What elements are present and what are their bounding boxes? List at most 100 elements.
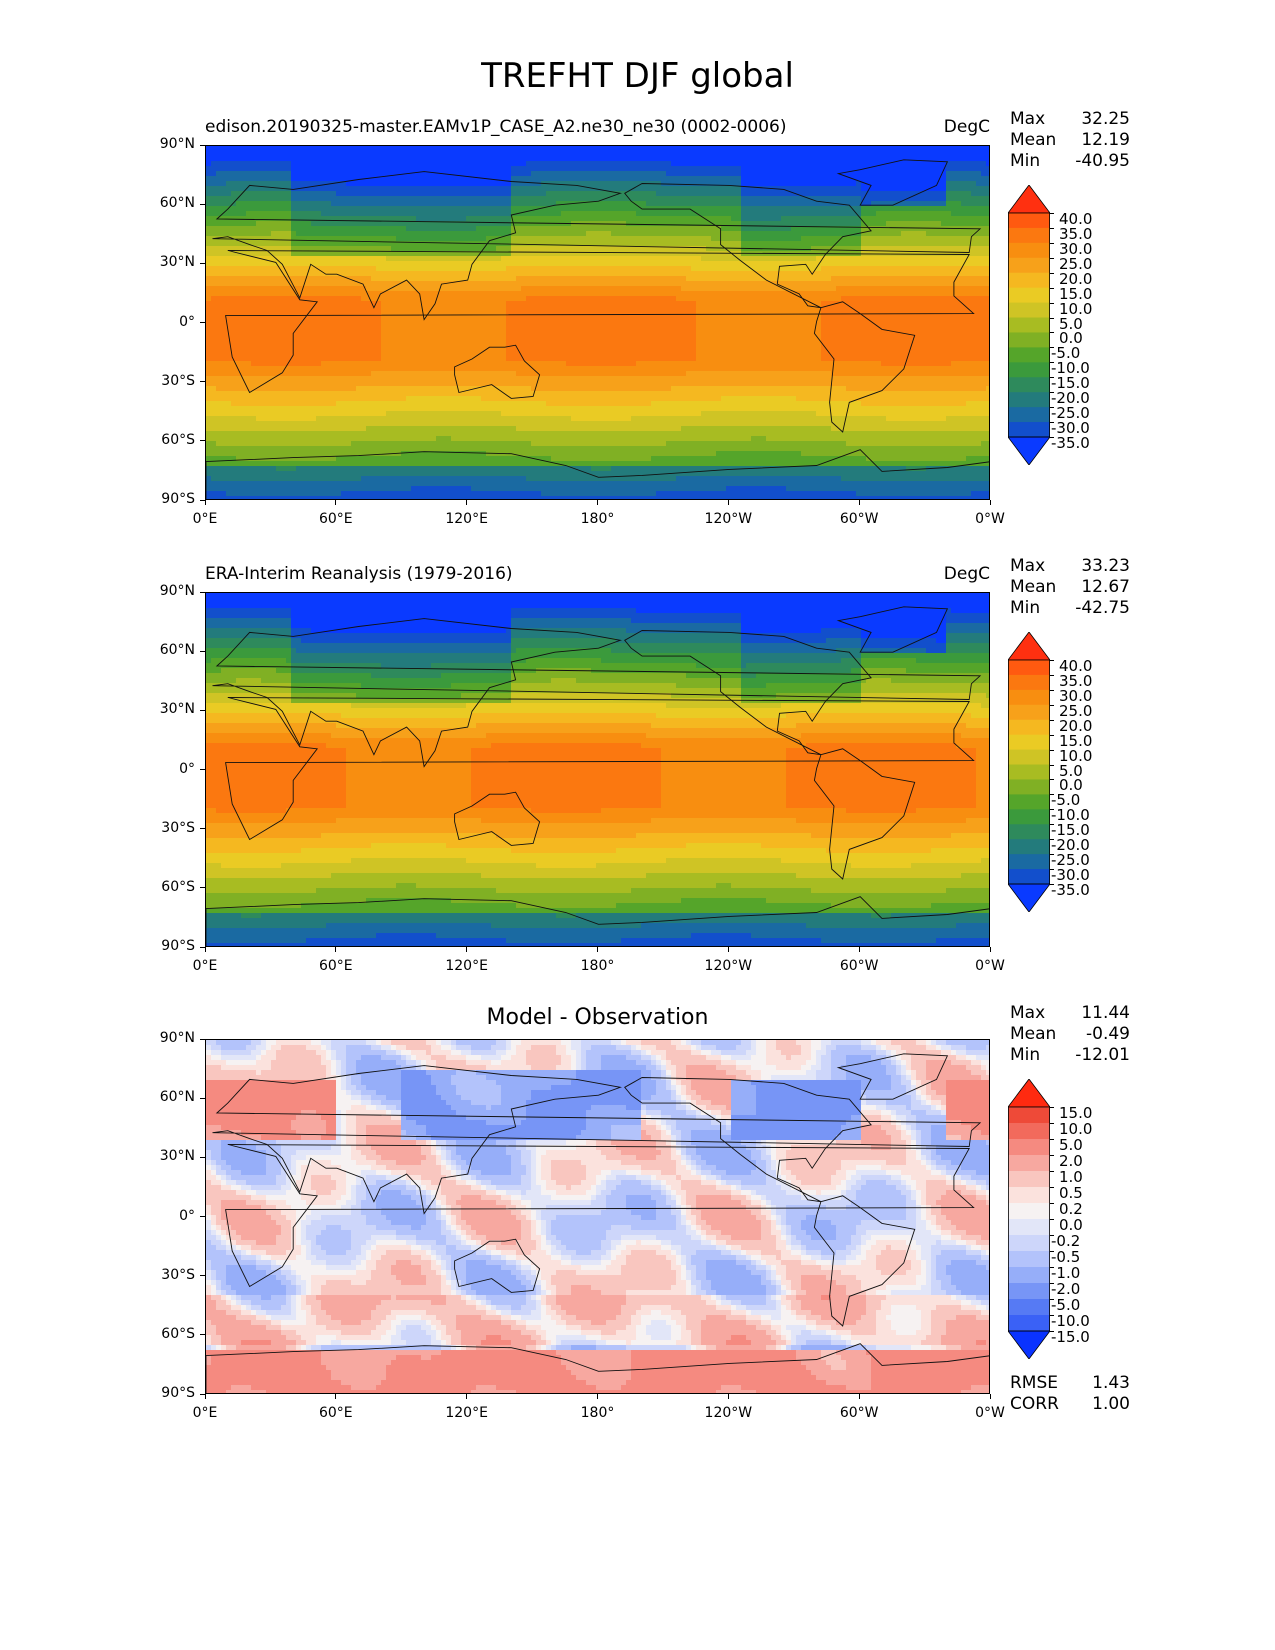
colorbar-segment <box>1008 422 1050 438</box>
colorbar-tick-label: 5.0 <box>1059 1138 1083 1153</box>
colorbar-segment <box>1008 213 1050 229</box>
panel-title-units: DegC <box>890 117 990 137</box>
coastline <box>212 618 982 768</box>
y-tick-mark <box>200 499 205 501</box>
colorbar-tick-label: -20.0 <box>1051 391 1090 406</box>
colorbar-segment <box>1008 287 1050 304</box>
y-tick-label: 60°N <box>135 642 195 658</box>
y-tick-mark <box>200 1334 205 1336</box>
colorbar-tick-mark <box>1050 854 1054 856</box>
colorbar-tick-mark <box>1050 779 1054 781</box>
colorbar-tick-mark <box>1050 227 1054 229</box>
colorbar-tick-label: 5.0 <box>1059 763 1083 779</box>
colorbar-tick-label: -20.0 <box>1051 838 1090 853</box>
colorbar-tick-mark <box>1050 287 1054 289</box>
colorbar-segment <box>1008 689 1050 706</box>
x-tick-label: 0°E <box>175 958 235 974</box>
colorbar-tick-label: -10.0 <box>1051 361 1090 376</box>
colorbar-tick-mark <box>1050 794 1054 796</box>
y-tick-label: 90°S <box>135 491 195 507</box>
colorbar-segment <box>1008 1235 1050 1252</box>
colorbar-tick-label: -5.0 <box>1051 1298 1080 1313</box>
colorbar-tick-mark <box>1050 302 1054 304</box>
y-tick-label: 30°N <box>135 1148 195 1164</box>
colorbar-tick-label: 25.0 <box>1059 256 1092 272</box>
colorbar-tick-label: -30.0 <box>1051 868 1090 883</box>
y-tick-mark <box>200 591 205 593</box>
colorbar-segment <box>1008 1219 1050 1236</box>
x-tick-mark <box>335 500 337 505</box>
colorbar-extend-max <box>1008 185 1050 214</box>
colorbar-tick-label: -10.0 <box>1051 808 1090 823</box>
colorbar-tick-mark <box>1050 377 1054 379</box>
y-tick-label: 90°N <box>135 136 195 152</box>
coastline <box>836 1053 949 1100</box>
y-tick-mark <box>200 440 205 442</box>
coastline <box>624 630 872 756</box>
x-tick-mark <box>597 1394 598 1399</box>
colorbar-extend-min <box>1008 1330 1050 1359</box>
y-tick-mark <box>200 650 205 652</box>
colorbar-tick-mark <box>1050 719 1054 721</box>
figure-title: TREFHT DJF global <box>0 56 1275 96</box>
y-tick-label: 30°S <box>135 820 195 836</box>
x-tick-label: 60°E <box>306 511 366 527</box>
y-tick-mark <box>200 1097 205 1099</box>
stat-label: Min <box>1010 1045 1040 1065</box>
colorbar-svg <box>1008 1079 1050 1359</box>
x-tick-label: 0°W <box>960 511 1020 527</box>
colorbar-segment <box>1008 794 1050 810</box>
colorbar-tick-mark <box>1050 749 1054 751</box>
panel-title-left: edison.20190325-master.EAMv1P_CASE_A2.ne… <box>205 117 786 137</box>
x-tick-mark <box>989 947 991 952</box>
coastline <box>836 159 949 206</box>
colorbar-tick-mark <box>1050 392 1054 394</box>
x-tick-label: 120°W <box>698 511 758 527</box>
coastline <box>225 1144 975 1288</box>
colorbar-tick-label: 40.0 <box>1059 659 1092 674</box>
colorbar-segment <box>1008 332 1050 348</box>
colorbar-tick-mark <box>1050 884 1054 885</box>
colorbar-tick-label: -0.2 <box>1051 1234 1080 1249</box>
coastline <box>225 697 975 841</box>
x-tick-mark <box>204 947 206 952</box>
coastline <box>813 1195 916 1327</box>
colorbar <box>1008 632 1050 912</box>
colorbar-tick-mark <box>1050 1331 1054 1332</box>
colorbar-segment <box>1008 257 1050 274</box>
y-tick-label: 0° <box>135 314 195 330</box>
x-tick-mark <box>858 947 860 952</box>
colorbar-segment <box>1008 824 1050 840</box>
colorbar-segment <box>1008 227 1050 244</box>
colorbar-tick-mark <box>1050 1171 1054 1172</box>
colorbar-extend-min <box>1008 436 1050 465</box>
stat-label: CORR <box>1010 1394 1059 1414</box>
colorbar-tick-mark <box>1050 1187 1054 1188</box>
colorbar-tick-label: -35.0 <box>1051 436 1090 451</box>
colorbar-tick-mark <box>1050 839 1054 841</box>
y-tick-mark <box>200 1275 205 1277</box>
y-tick-mark <box>200 1038 205 1040</box>
colorbar-tick-mark <box>1050 213 1054 214</box>
colorbar-segment <box>1008 674 1050 691</box>
stat-value: 1.43 <box>1060 1373 1130 1393</box>
x-tick-label: 0°W <box>960 1405 1020 1421</box>
colorbar-segment <box>1008 1155 1050 1172</box>
y-tick-mark <box>200 946 205 948</box>
colorbar-segment <box>1008 1315 1050 1332</box>
colorbar-segment <box>1008 764 1050 780</box>
stat-value: 11.44 <box>1060 1003 1130 1023</box>
x-tick-label: 180° <box>568 1405 628 1421</box>
x-tick-label: 60°E <box>306 1405 366 1421</box>
colorbar-segment <box>1008 1187 1050 1204</box>
colorbar-tick-mark <box>1050 660 1054 661</box>
x-tick-label: 60°W <box>829 958 889 974</box>
colorbar-tick-mark <box>1050 1107 1054 1108</box>
colorbar-tick-mark <box>1050 869 1054 871</box>
y-tick-mark <box>200 1393 205 1395</box>
colorbar-tick-label: -15.0 <box>1051 823 1090 838</box>
y-tick-label: 60°N <box>135 195 195 211</box>
colorbar-tick-label: -1.0 <box>1051 1266 1080 1281</box>
stat-label: Mean <box>1010 577 1056 597</box>
colorbar-tick-label: 0.2 <box>1059 1202 1083 1217</box>
